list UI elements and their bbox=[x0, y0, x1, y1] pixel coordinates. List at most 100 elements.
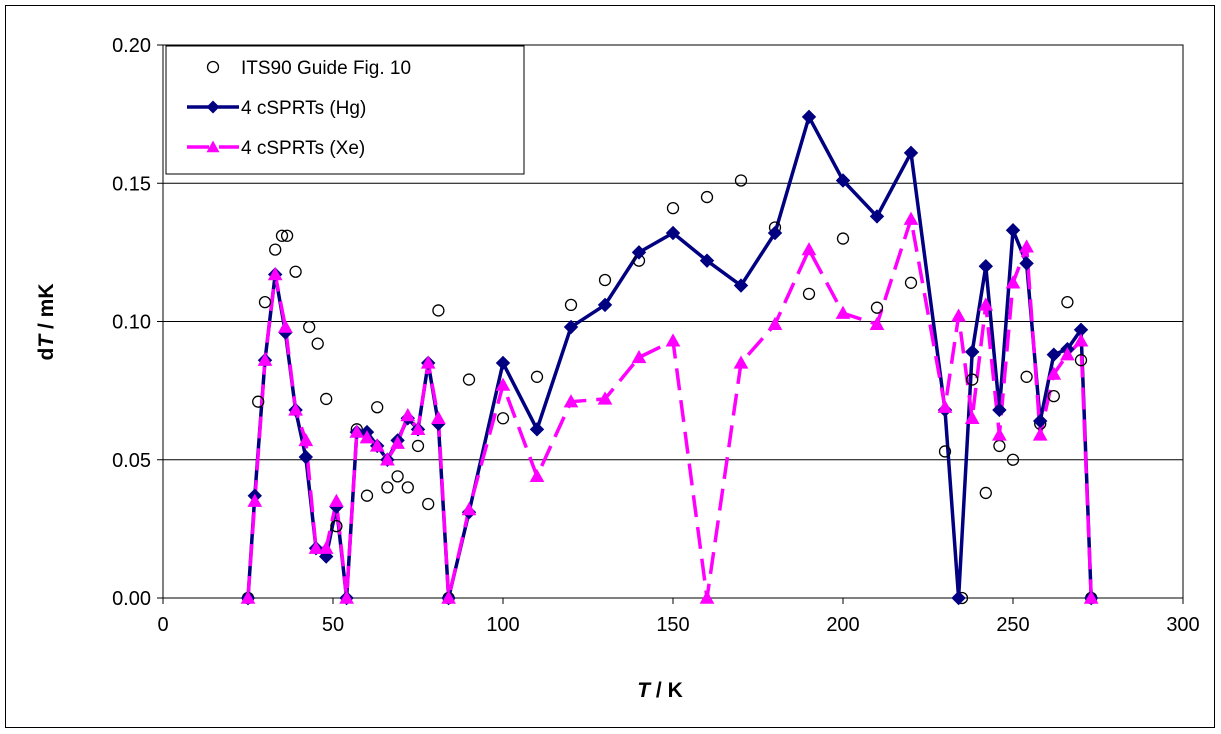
data-point-circle bbox=[303, 320, 316, 334]
data-point-triangle bbox=[349, 424, 365, 438]
data-point-circle bbox=[1020, 370, 1033, 383]
data-point-triangle bbox=[631, 349, 647, 364]
data-point-triangle bbox=[339, 590, 354, 604]
data-point-triangle bbox=[318, 540, 334, 554]
data-point-triangle bbox=[380, 452, 395, 466]
data-point-circle bbox=[598, 273, 612, 287]
data-point-circle bbox=[275, 229, 289, 242]
data-point-diamond bbox=[951, 590, 966, 606]
y-axis-label: dT / mK bbox=[35, 284, 58, 361]
x-tick-label: 300 bbox=[1166, 614, 1199, 636]
data-point-triangle bbox=[937, 399, 953, 413]
data-point-circle bbox=[530, 370, 544, 383]
data-point-circle bbox=[381, 481, 394, 494]
data-point-diamond bbox=[597, 297, 613, 313]
data-point-triangle bbox=[869, 316, 885, 330]
data-point-diamond bbox=[1005, 223, 1021, 238]
x-tick-label: 150 bbox=[656, 614, 689, 636]
legend-marker-diamond bbox=[206, 100, 220, 114]
x-axis-label: T / K bbox=[637, 679, 683, 702]
data-point-triangle bbox=[529, 468, 545, 483]
data-point-diamond bbox=[1046, 347, 1062, 362]
data-point-circle bbox=[496, 412, 510, 425]
data-point-triangle bbox=[410, 421, 426, 436]
legend-marker-triangle bbox=[206, 140, 220, 153]
data-point-diamond bbox=[869, 209, 885, 224]
data-point-diamond bbox=[992, 402, 1007, 418]
data-point-triangle bbox=[992, 427, 1007, 441]
data-point-triangle bbox=[767, 316, 783, 330]
data-point-triangle bbox=[431, 410, 446, 424]
marker-layer bbox=[240, 109, 1099, 606]
series-layer bbox=[246, 115, 1093, 600]
legend-box bbox=[165, 45, 525, 175]
data-point-triangle bbox=[359, 430, 375, 444]
data-point-triangle bbox=[495, 377, 511, 391]
data-point-diamond bbox=[733, 278, 749, 293]
data-point-triangle bbox=[1073, 333, 1089, 347]
data-point-triangle bbox=[1046, 366, 1062, 380]
data-point-triangle bbox=[278, 319, 293, 333]
data-point-diamond bbox=[495, 355, 511, 371]
data-point-triangle bbox=[441, 590, 456, 604]
data-point-triangle bbox=[1019, 239, 1034, 253]
data-point-triangle bbox=[400, 407, 416, 422]
data-point-triangle bbox=[597, 391, 613, 405]
data-point-diamond bbox=[1019, 256, 1034, 271]
data-point-triangle bbox=[298, 432, 314, 447]
data-point-circle bbox=[564, 298, 578, 312]
data-point-circle bbox=[1047, 390, 1060, 403]
data-point-circle bbox=[700, 190, 714, 204]
axes: 0.00 0.05 0.10 0.15 0.20 0 50 100 150 200 250 300 bbox=[112, 35, 1200, 636]
data-point-triangle bbox=[951, 308, 966, 322]
data-point-circle bbox=[1061, 295, 1074, 309]
data-point-circle bbox=[666, 201, 680, 215]
data-point-circle bbox=[993, 439, 1006, 453]
data-point-triangle bbox=[1060, 347, 1075, 361]
data-point-triangle bbox=[699, 590, 715, 604]
data-point-triangle bbox=[247, 493, 263, 507]
data-point-circle bbox=[870, 301, 884, 314]
data-point-diamond bbox=[298, 449, 314, 465]
data-point-triangle bbox=[369, 438, 385, 452]
data-point-diamond bbox=[964, 344, 980, 360]
data-point-triangle bbox=[257, 352, 273, 366]
data-point-circle bbox=[938, 445, 952, 458]
data-point-triangle bbox=[835, 305, 851, 319]
data-point-circle bbox=[252, 395, 265, 408]
data-point-triangle bbox=[978, 297, 994, 311]
data-point-circle bbox=[979, 486, 992, 500]
data-point-diamond bbox=[529, 422, 545, 437]
data-point-diamond bbox=[903, 145, 919, 161]
data-point-circle bbox=[269, 243, 282, 256]
data-point-diamond bbox=[665, 225, 681, 241]
data-point-diamond bbox=[631, 245, 647, 260]
data-point-circle bbox=[311, 337, 324, 350]
data-point-triangle bbox=[903, 211, 919, 225]
data-point-triangle bbox=[267, 266, 283, 281]
data-point-circle bbox=[280, 229, 294, 242]
data-point-circle bbox=[432, 304, 445, 317]
x-tick-label: 100 bbox=[486, 614, 519, 636]
data-point-circle bbox=[836, 232, 850, 245]
data-point-circle bbox=[371, 401, 384, 414]
y-tick-label: 0.15 bbox=[112, 173, 151, 195]
data-point-circle bbox=[966, 373, 979, 386]
data-point-triangle bbox=[329, 493, 344, 507]
legend-label: 4 cSPRTs (Xe) bbox=[241, 138, 365, 159]
data-point-diamond bbox=[563, 319, 579, 335]
data-point-circle bbox=[289, 265, 302, 278]
data-point-diamond bbox=[835, 173, 851, 188]
data-point-triangle bbox=[461, 501, 477, 516]
gridlines bbox=[163, 182, 1183, 461]
data-point-triangle bbox=[1005, 275, 1021, 289]
data-point-circle bbox=[360, 489, 374, 502]
data-point-circle bbox=[734, 174, 748, 187]
x-tick-label: 250 bbox=[996, 614, 1029, 636]
legend: ITS90 Guide Fig. 10 4 cSPRTs (Hg) 4 cSPRTs… bbox=[165, 45, 525, 175]
data-point-circle bbox=[258, 295, 272, 309]
data-point-circle bbox=[802, 287, 816, 301]
legend-marker-circle bbox=[206, 60, 220, 74]
data-point-triangle bbox=[1032, 427, 1048, 441]
